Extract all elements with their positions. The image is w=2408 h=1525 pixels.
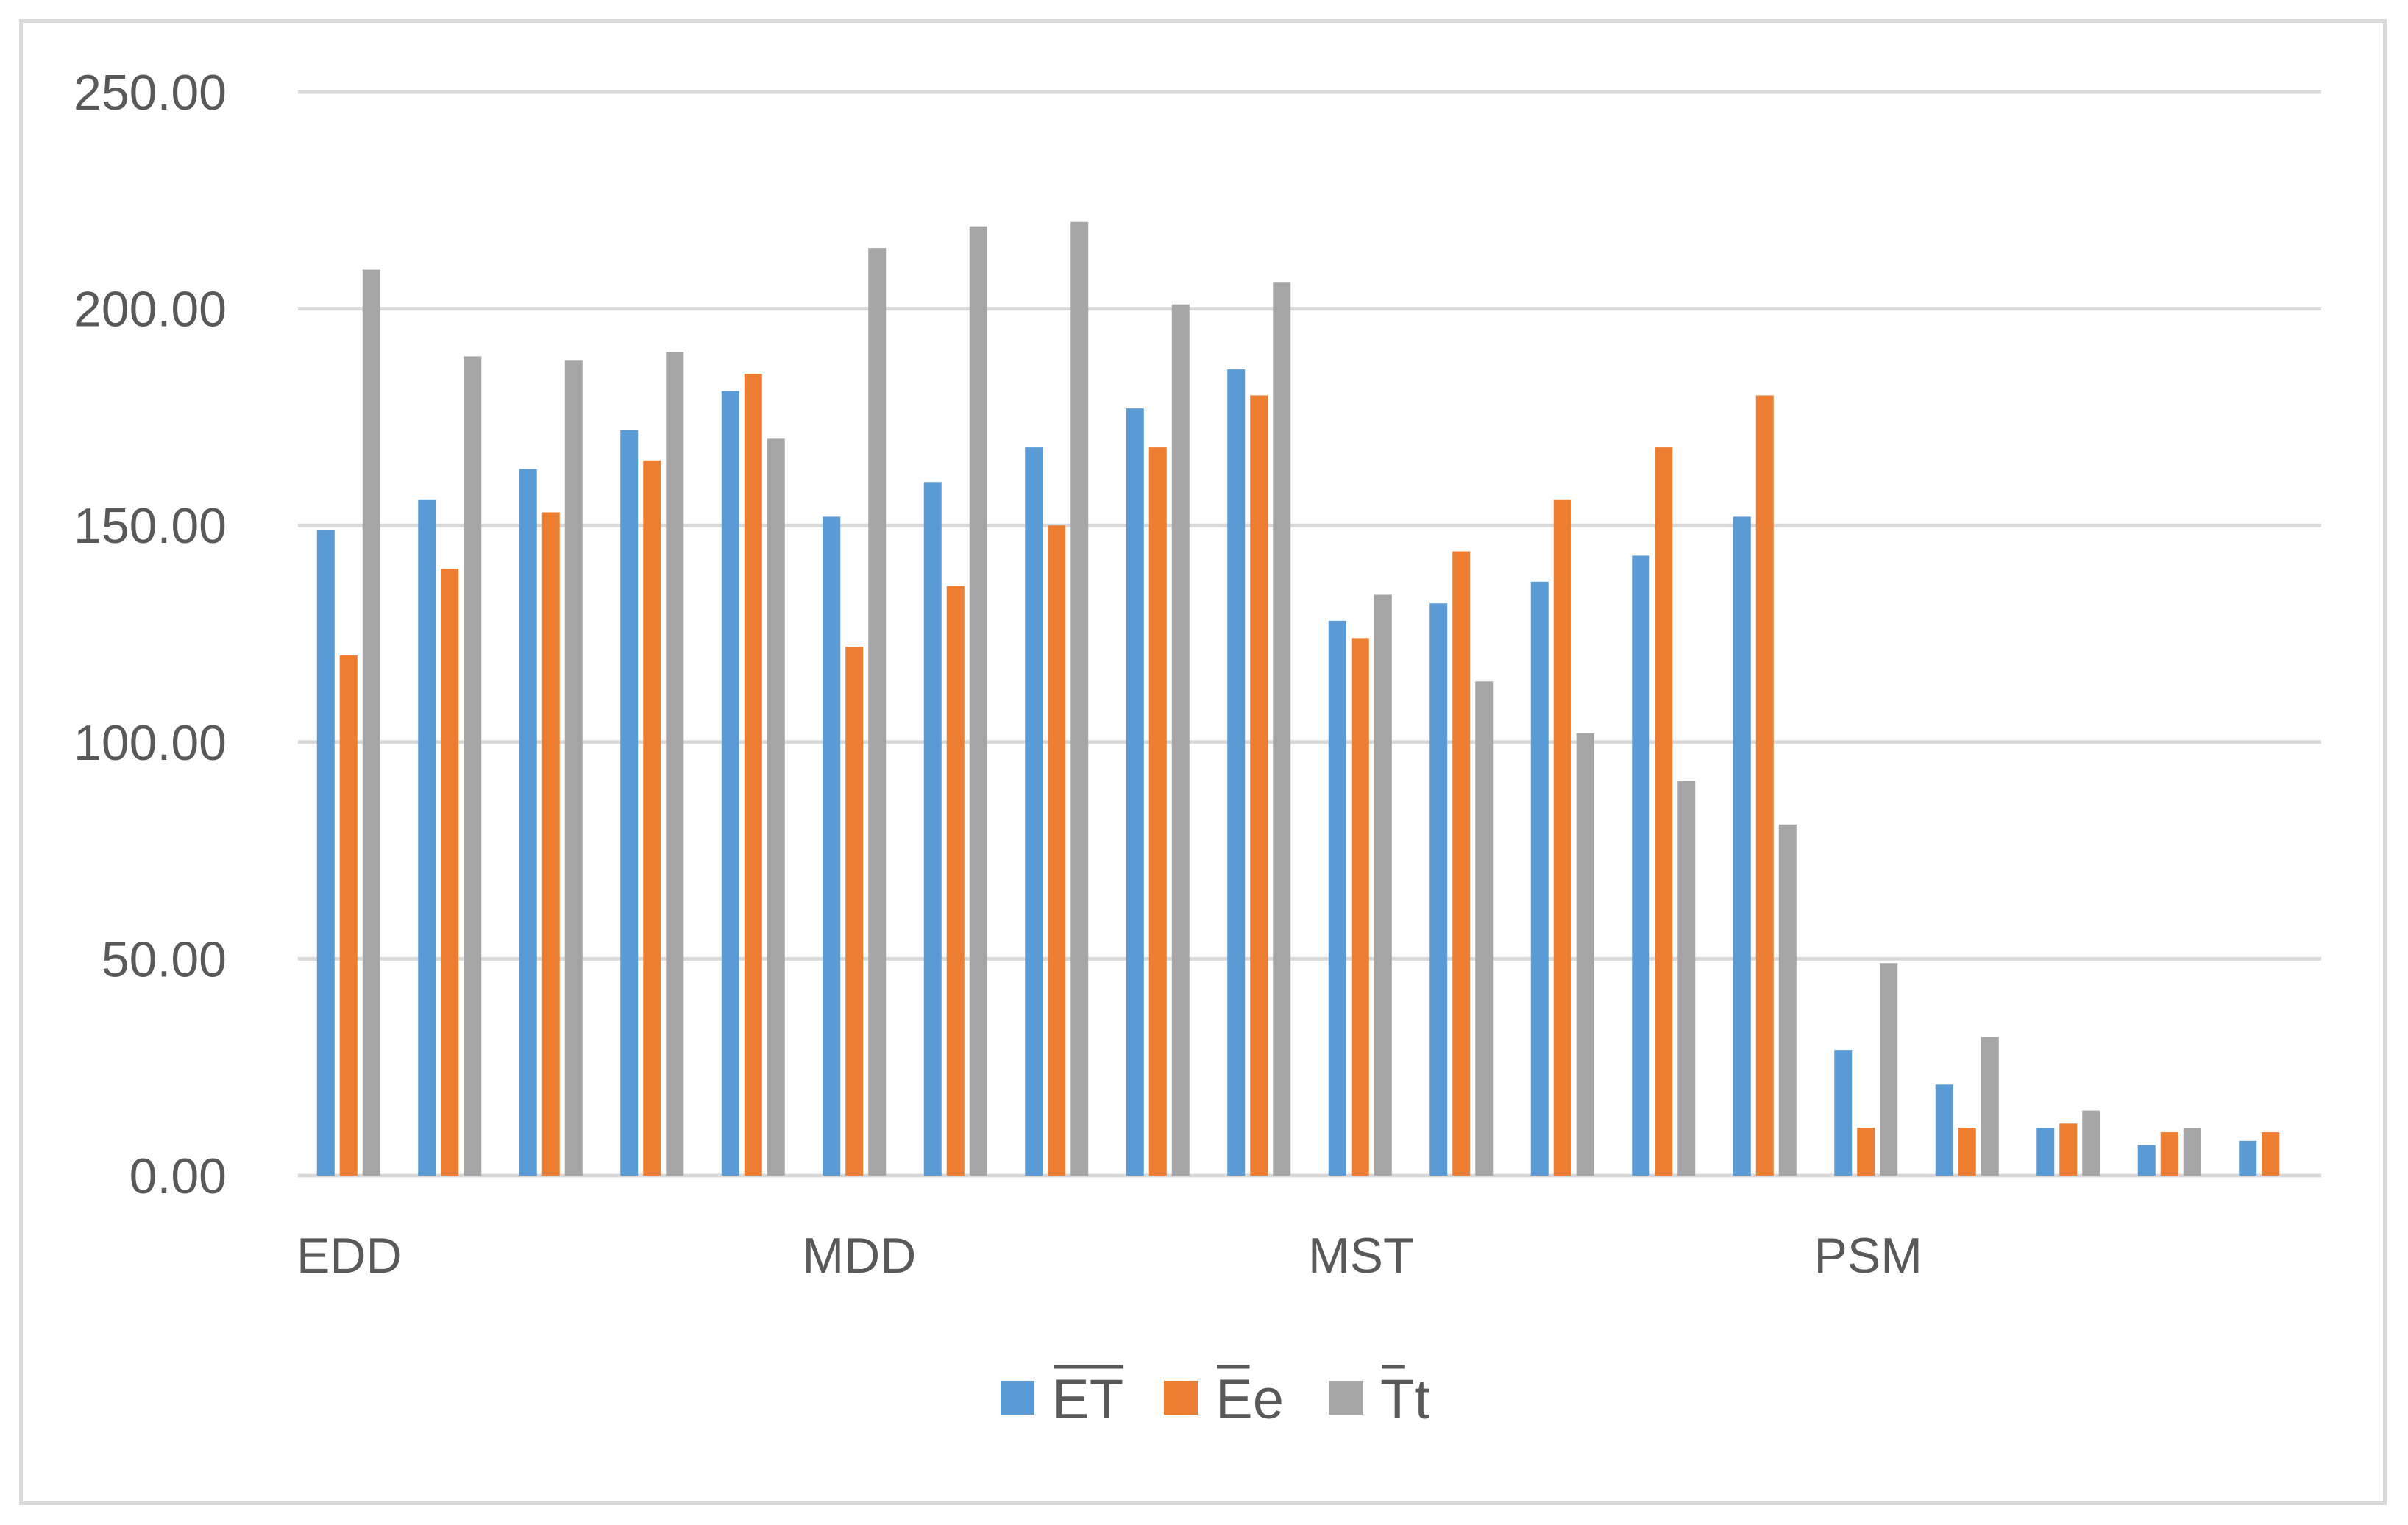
x-group-label: MST xyxy=(1308,1228,1414,1284)
bar-et-4 xyxy=(620,430,638,1176)
bar-ee-12 xyxy=(1452,552,1470,1176)
bar-tt-16 xyxy=(1880,963,1897,1176)
bar-ee-11 xyxy=(1352,638,1369,1176)
bar-et-5 xyxy=(722,391,739,1176)
bar-ee-1 xyxy=(340,655,358,1176)
bar-et-14 xyxy=(1632,555,1649,1176)
bar-et-18 xyxy=(2036,1128,2054,1176)
bar-ee-2 xyxy=(441,569,458,1176)
bar-et-16 xyxy=(1834,1050,1852,1176)
bar-tt-15 xyxy=(1779,825,1797,1176)
bar-et-17 xyxy=(1936,1084,1953,1176)
legend: ET Ee Tt xyxy=(1001,1367,1430,1431)
bar-tt-19 xyxy=(2184,1128,2201,1176)
bar-tt-12 xyxy=(1475,681,1493,1176)
y-tick-label: 250.00 xyxy=(74,65,227,121)
x-group-label: PSM xyxy=(1814,1228,1922,1284)
x-group-label: EDD xyxy=(296,1228,402,1284)
bar-et-11 xyxy=(1329,621,1346,1176)
bar-et-10 xyxy=(1227,369,1245,1176)
bar-tt-2 xyxy=(464,356,481,1176)
bar-et-19 xyxy=(2138,1145,2156,1176)
bar-et-7 xyxy=(924,482,942,1176)
bar-ee-4 xyxy=(643,461,661,1176)
bar-tt-18 xyxy=(2082,1111,2100,1176)
bar-tt-14 xyxy=(1677,781,1695,1176)
bar-et-13 xyxy=(1531,582,1549,1176)
x-axis-group-labels: EDD MDD MST PSM xyxy=(296,1228,1922,1284)
bar-tt-1 xyxy=(363,270,380,1176)
bar-ee-5 xyxy=(745,374,762,1176)
bar-ee-15 xyxy=(1756,395,1774,1176)
bar-tt-11 xyxy=(1374,594,1392,1176)
bar-et-6 xyxy=(823,516,840,1176)
bar-tt-8 xyxy=(1070,222,1088,1176)
bar-tt-7 xyxy=(970,227,987,1176)
bar-ee-7 xyxy=(947,586,965,1176)
legend-swatch xyxy=(1329,1381,1363,1415)
legend-swatch xyxy=(1001,1381,1034,1415)
y-tick-label: 150.00 xyxy=(74,498,227,554)
bar-et-12 xyxy=(1429,603,1447,1176)
bar-ee-19 xyxy=(2161,1132,2178,1176)
legend-item-ee: Ee xyxy=(1164,1367,1284,1431)
y-tick-label: 50.00 xyxy=(102,931,227,987)
bar-et-15 xyxy=(1733,516,1751,1176)
bar-ee-8 xyxy=(1048,525,1065,1176)
bar-ee-9 xyxy=(1149,447,1167,1176)
bar-tt-3 xyxy=(565,360,583,1176)
bar-ee-13 xyxy=(1554,500,1571,1176)
bar-tt-17 xyxy=(1981,1037,1999,1176)
x-group-label: MDD xyxy=(803,1228,917,1284)
bar-et-3 xyxy=(519,469,537,1176)
bar-tt-6 xyxy=(868,248,886,1176)
bar-tt-10 xyxy=(1273,282,1290,1176)
legend-label: Tt xyxy=(1380,1368,1430,1431)
bar-ee-14 xyxy=(1655,447,1672,1176)
bar-ee-6 xyxy=(845,647,863,1176)
bar-ee-18 xyxy=(2059,1123,2077,1176)
legend-label: Ee xyxy=(1215,1368,1284,1431)
y-tick-label: 0.00 xyxy=(129,1148,227,1204)
bar-tt-13 xyxy=(1577,733,1594,1176)
bar-et-20 xyxy=(2239,1141,2256,1176)
bars xyxy=(317,222,2280,1176)
bar-et-1 xyxy=(317,530,335,1176)
y-tick-label: 100.00 xyxy=(74,715,227,771)
legend-item-tt: Tt xyxy=(1329,1367,1430,1431)
bar-tt-5 xyxy=(767,438,785,1176)
legend-label: ET xyxy=(1052,1368,1123,1431)
bar-et-8 xyxy=(1025,447,1043,1176)
bar-ee-10 xyxy=(1250,395,1268,1176)
bar-et-9 xyxy=(1126,408,1144,1176)
legend-swatch xyxy=(1164,1381,1198,1415)
bar-et-2 xyxy=(418,500,436,1176)
y-axis-ticks: 0.00 50.00 100.00 150.00 200.00 250.00 xyxy=(74,65,227,1204)
bar-ee-17 xyxy=(1958,1128,1976,1176)
y-tick-label: 200.00 xyxy=(74,282,227,338)
bar-ee-20 xyxy=(2262,1132,2279,1176)
bar-tt-4 xyxy=(666,352,683,1176)
bar-ee-16 xyxy=(1857,1128,1875,1176)
legend-item-et: ET xyxy=(1001,1367,1123,1431)
gridlines xyxy=(298,92,2321,1176)
bar-ee-3 xyxy=(542,513,560,1176)
bar-tt-9 xyxy=(1172,305,1190,1176)
